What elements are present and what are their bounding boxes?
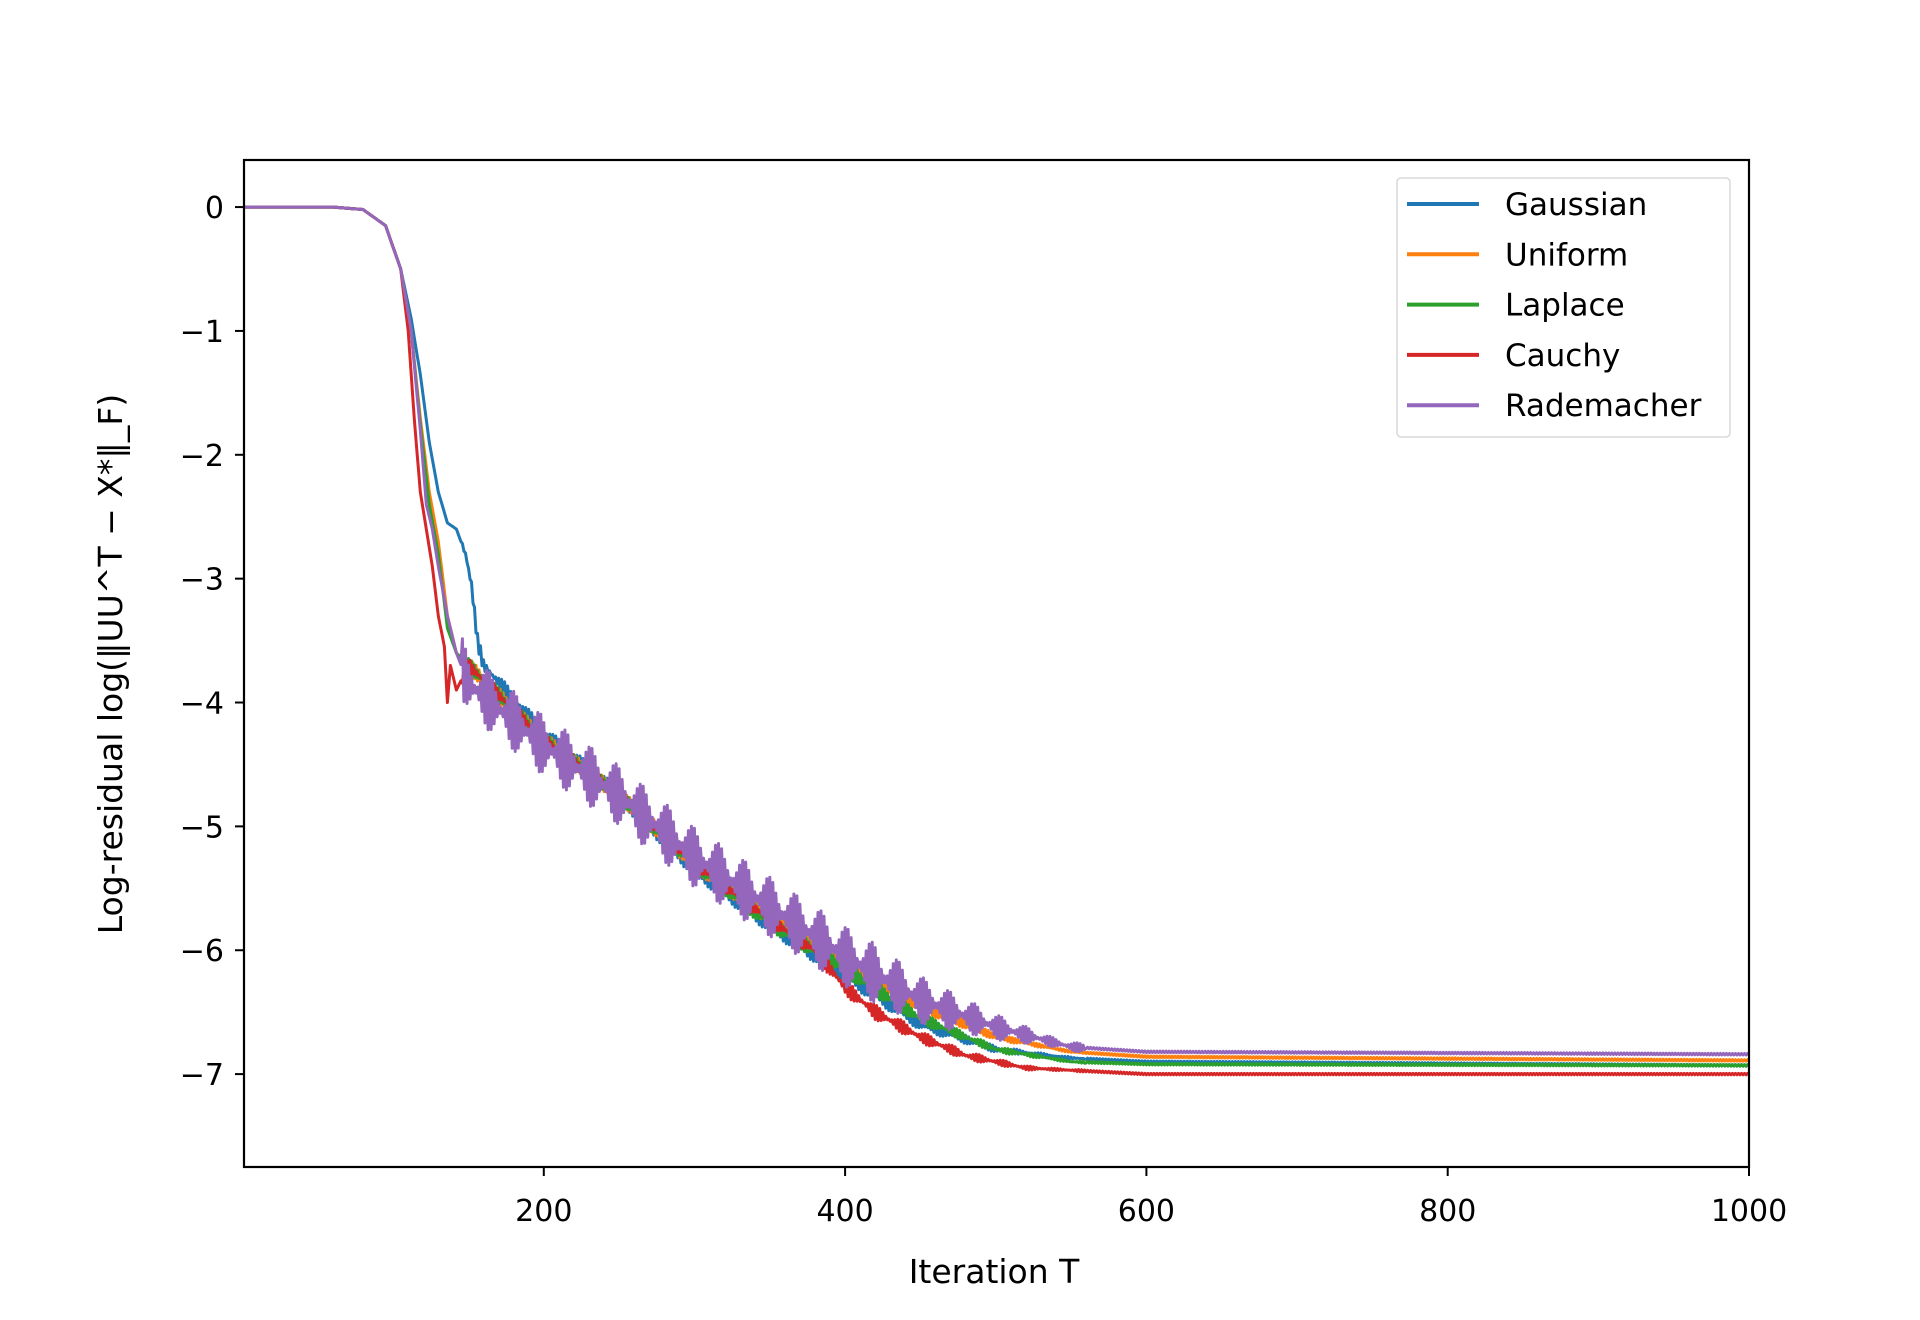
legend-label-gaussian: Gaussian [1505, 187, 1647, 223]
x-axis-label: Iteration T [909, 1252, 1080, 1291]
legend-label-laplace: Laplace [1505, 288, 1625, 324]
x-tick-label: 800 [1419, 1194, 1476, 1229]
legend: Gaussian Uniform Laplace Cauchy Rademacher [1396, 177, 1731, 438]
series-line-rademacher [244, 205, 1749, 1057]
legend-label-cauchy: Cauchy [1505, 338, 1620, 374]
y-tick-label: −2 [180, 439, 224, 474]
y-tick-label: −6 [180, 934, 224, 969]
x-tick-label: 1000 [1711, 1194, 1787, 1229]
legend-label-rademacher: Rademacher [1505, 388, 1702, 424]
y-tick-label: −3 [180, 563, 224, 598]
x-tick-label: 400 [816, 1194, 873, 1229]
y-tick-label: −5 [180, 810, 224, 845]
plot-frame [242, 158, 1751, 1169]
series-line-cauchy [244, 205, 1749, 1077]
y-tick-label: −7 [180, 1058, 224, 1093]
x-tick-label: 600 [1118, 1194, 1175, 1229]
x-axis-ticks: 200 400 600 800 1000 [515, 1167, 1787, 1229]
y-tick-label: −4 [180, 687, 224, 722]
x-tick-label: 200 [515, 1194, 572, 1229]
legend-frame [1396, 177, 1731, 438]
y-axis-ticks: 0 −1 −2 −3 −4 −5 −6 −7 [180, 191, 244, 1093]
y-tick-label: 0 [205, 191, 224, 226]
legend-label-uniform: Uniform [1505, 237, 1628, 273]
y-axis-label: Log-residual log(‖UU^T − X*‖_F) [91, 394, 130, 935]
series-layer [244, 205, 1749, 1077]
y-tick-label: −1 [180, 315, 224, 350]
